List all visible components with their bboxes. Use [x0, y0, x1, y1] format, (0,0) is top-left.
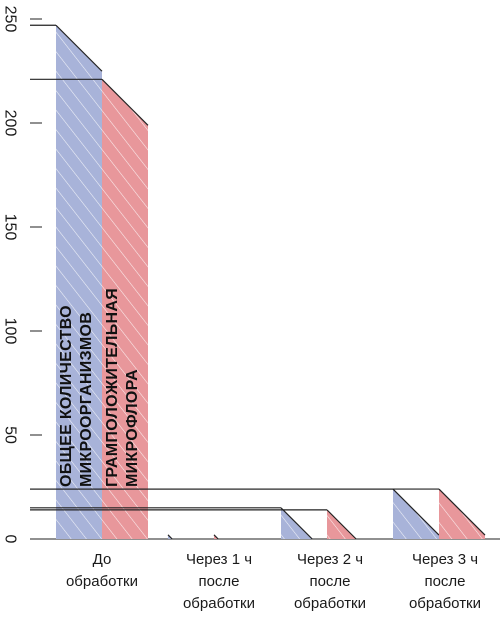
series-label-line: ОБЩЕЕ КОЛИЧЕСТВО [58, 305, 75, 487]
category-label-line: после [424, 573, 465, 590]
series-label-line: МИКРОФЛОРА [124, 369, 141, 487]
bar-edge-s0-c1 [167, 534, 173, 540]
bar-hatch-s0-c0 [56, 25, 102, 540]
labels: ОБЩЕЕ КОЛИЧЕСТВО МИКРООРГАНИЗМОВ ГРАМПОЛОЖ… [58, 288, 481, 612]
category-label-line: обработки [409, 595, 481, 612]
bar-edge-s1-c2 [326, 509, 357, 540]
category-label-line: До [93, 551, 112, 568]
bar-hatch-s1-c3 [439, 489, 485, 539]
category-label: До обработки [66, 551, 138, 590]
bar-edge-s0-c3 [392, 488, 440, 536]
bar-edge-s1-c3 [438, 488, 486, 536]
category-label-line: после [198, 573, 239, 590]
category-label: Через 2 ч после обработки [294, 551, 366, 612]
category-label-line: обработки [66, 573, 138, 590]
category-label: Через 3 ч после обработки [409, 551, 481, 612]
bar-hatch-s1-c0 [102, 79, 148, 539]
category-label: Через 1 ч после обработки [183, 551, 255, 612]
bar-edge-s0-c2 [280, 507, 313, 540]
category-label-line: обработки [294, 595, 366, 612]
category-label-line: после [309, 573, 350, 590]
bar-edge-s1-c1 [213, 534, 219, 540]
bars [55, 24, 486, 540]
leader-lines [30, 24, 439, 511]
category-label-line: Через 1 ч [186, 551, 252, 568]
y-tick-label: 200 [2, 110, 19, 137]
bar-edge-s0-c0 [55, 24, 103, 72]
series-label-line: МИКРООРГАНИЗМОВ [78, 312, 95, 487]
category-label-line: Через 3 ч [412, 551, 478, 568]
y-tick-label: 250 [2, 6, 19, 33]
y-tick-label: 100 [2, 318, 19, 345]
y-axis: 0 50 100 150 200 250 [2, 6, 500, 544]
y-tick-label: 50 [2, 426, 19, 444]
y-tick-label: 0 [2, 535, 19, 544]
bar-hatch-s0-c3 [393, 489, 439, 539]
category-label-line: Через 2 ч [297, 551, 363, 568]
series-label-line: ГРАМПОЛОЖИТЕЛЬНАЯ [104, 288, 121, 487]
y-tick-label: 150 [2, 214, 19, 241]
bar-edge-s1-c0 [101, 78, 149, 126]
category-label-line: обработки [183, 595, 255, 612]
